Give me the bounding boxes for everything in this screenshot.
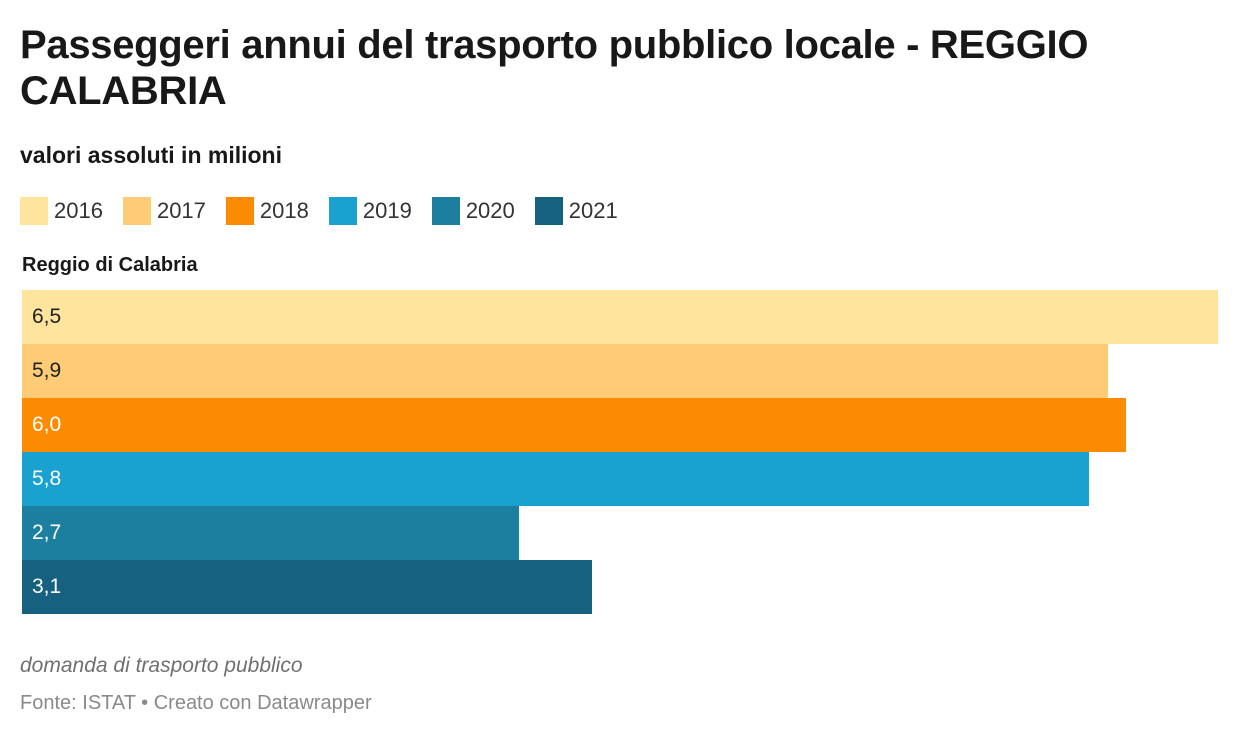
bar-value-label: 2,7 [32,521,62,544]
bar-2018: 6,0 [22,398,1126,452]
legend-swatch [534,197,563,225]
legend-swatch [225,197,254,225]
bar-value-label: 5,9 [32,359,62,382]
legend-item-2019: 2019 [328,197,412,225]
chart-source: Fonte: ISTAT • Creato con Datawrapper [20,692,372,714]
bar-value-label: 6,0 [32,413,62,436]
chart-subtitle: valori assoluti in milioni [20,142,282,168]
legend-swatch [431,197,460,225]
bar-value-label: 3,1 [32,575,62,598]
legend-item-2018: 2018 [225,197,309,225]
bar-2019: 5,8 [22,452,1089,506]
legend-label: 2019 [362,198,412,223]
legend-label: 2018 [259,198,309,223]
bar-value-label: 6,5 [32,305,62,328]
chart-notes: domanda di trasporto pubblico [20,654,303,677]
legend-swatch [328,197,357,225]
bar-value-label: 5,8 [32,467,62,490]
bar-2016: 6,5 [22,290,1218,344]
bar-chart: 6,5 5,9 6,0 5,8 2,7 3,1 [22,290,1218,614]
bar-2017: 5,9 [22,344,1108,398]
legend-label: 2016 [54,198,103,223]
legend-item-2017: 2017 [122,197,206,225]
legend-label: 2020 [465,198,515,223]
legend-label: 2017 [156,198,206,223]
legend-item-2020: 2020 [431,197,515,225]
legend-swatch [122,197,151,225]
legend-label: 2021 [568,198,618,223]
chart-title: Passeggeri annui del trasporto pubblico … [20,23,1089,113]
legend-swatch [20,197,48,225]
bar-2021: 3,1 [22,560,592,614]
legend: 2016 2017 2018 2019 2020 2021 [20,196,638,226]
legend-item-2021: 2021 [534,197,618,225]
legend-item-2016: 2016 [20,197,103,225]
category-label: Reggio di Calabria [22,254,198,276]
bar-2020: 2,7 [22,506,519,560]
